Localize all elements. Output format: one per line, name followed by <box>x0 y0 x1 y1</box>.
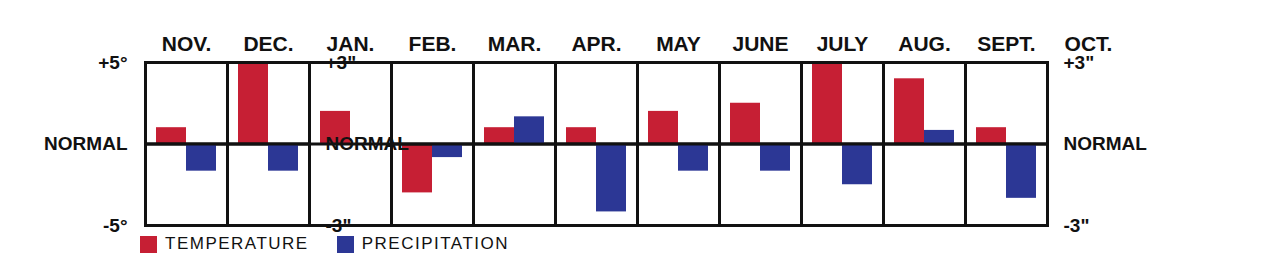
svg-text:MAR.: MAR. <box>488 32 542 55</box>
svg-text:JAN.: JAN. <box>326 31 375 55</box>
svg-text:JUNE: JUNE <box>732 32 788 55</box>
svg-text:NORMAL: NORMAL <box>326 133 410 154</box>
html-text:TEMPERATURE: TEMPERATURE <box>165 234 309 253</box>
svg-text:-3": -3" <box>326 215 352 236</box>
svg-text:+3": +3" <box>1064 52 1095 73</box>
svg-text:DEC.: DEC. <box>243 32 293 55</box>
svg-text:AUG.: AUG. <box>898 32 951 55</box>
svg-text:+3": +3" <box>326 52 357 73</box>
svg-text:APR.: APR. <box>571 32 621 55</box>
svg-text:-5°: -5° <box>103 215 128 236</box>
svg-text:-3": -3" <box>1064 215 1090 236</box>
svg-text:NOV.: NOV. <box>162 32 211 55</box>
svg-text:OCT.: OCT. <box>1064 31 1113 55</box>
svg-text:+5°: +5° <box>98 52 127 73</box>
svg-text:SEPT.: SEPT. <box>977 32 1035 55</box>
html-text:PRECIPITATION: PRECIPITATION <box>361 234 509 253</box>
svg-text:JULY: JULY <box>817 32 869 55</box>
svg-text:NORMAL: NORMAL <box>1064 133 1148 154</box>
svg-text:MAY: MAY <box>656 32 701 55</box>
svg-text:NORMAL: NORMAL <box>44 133 128 154</box>
svg-text:FEB.: FEB. <box>409 32 457 55</box>
